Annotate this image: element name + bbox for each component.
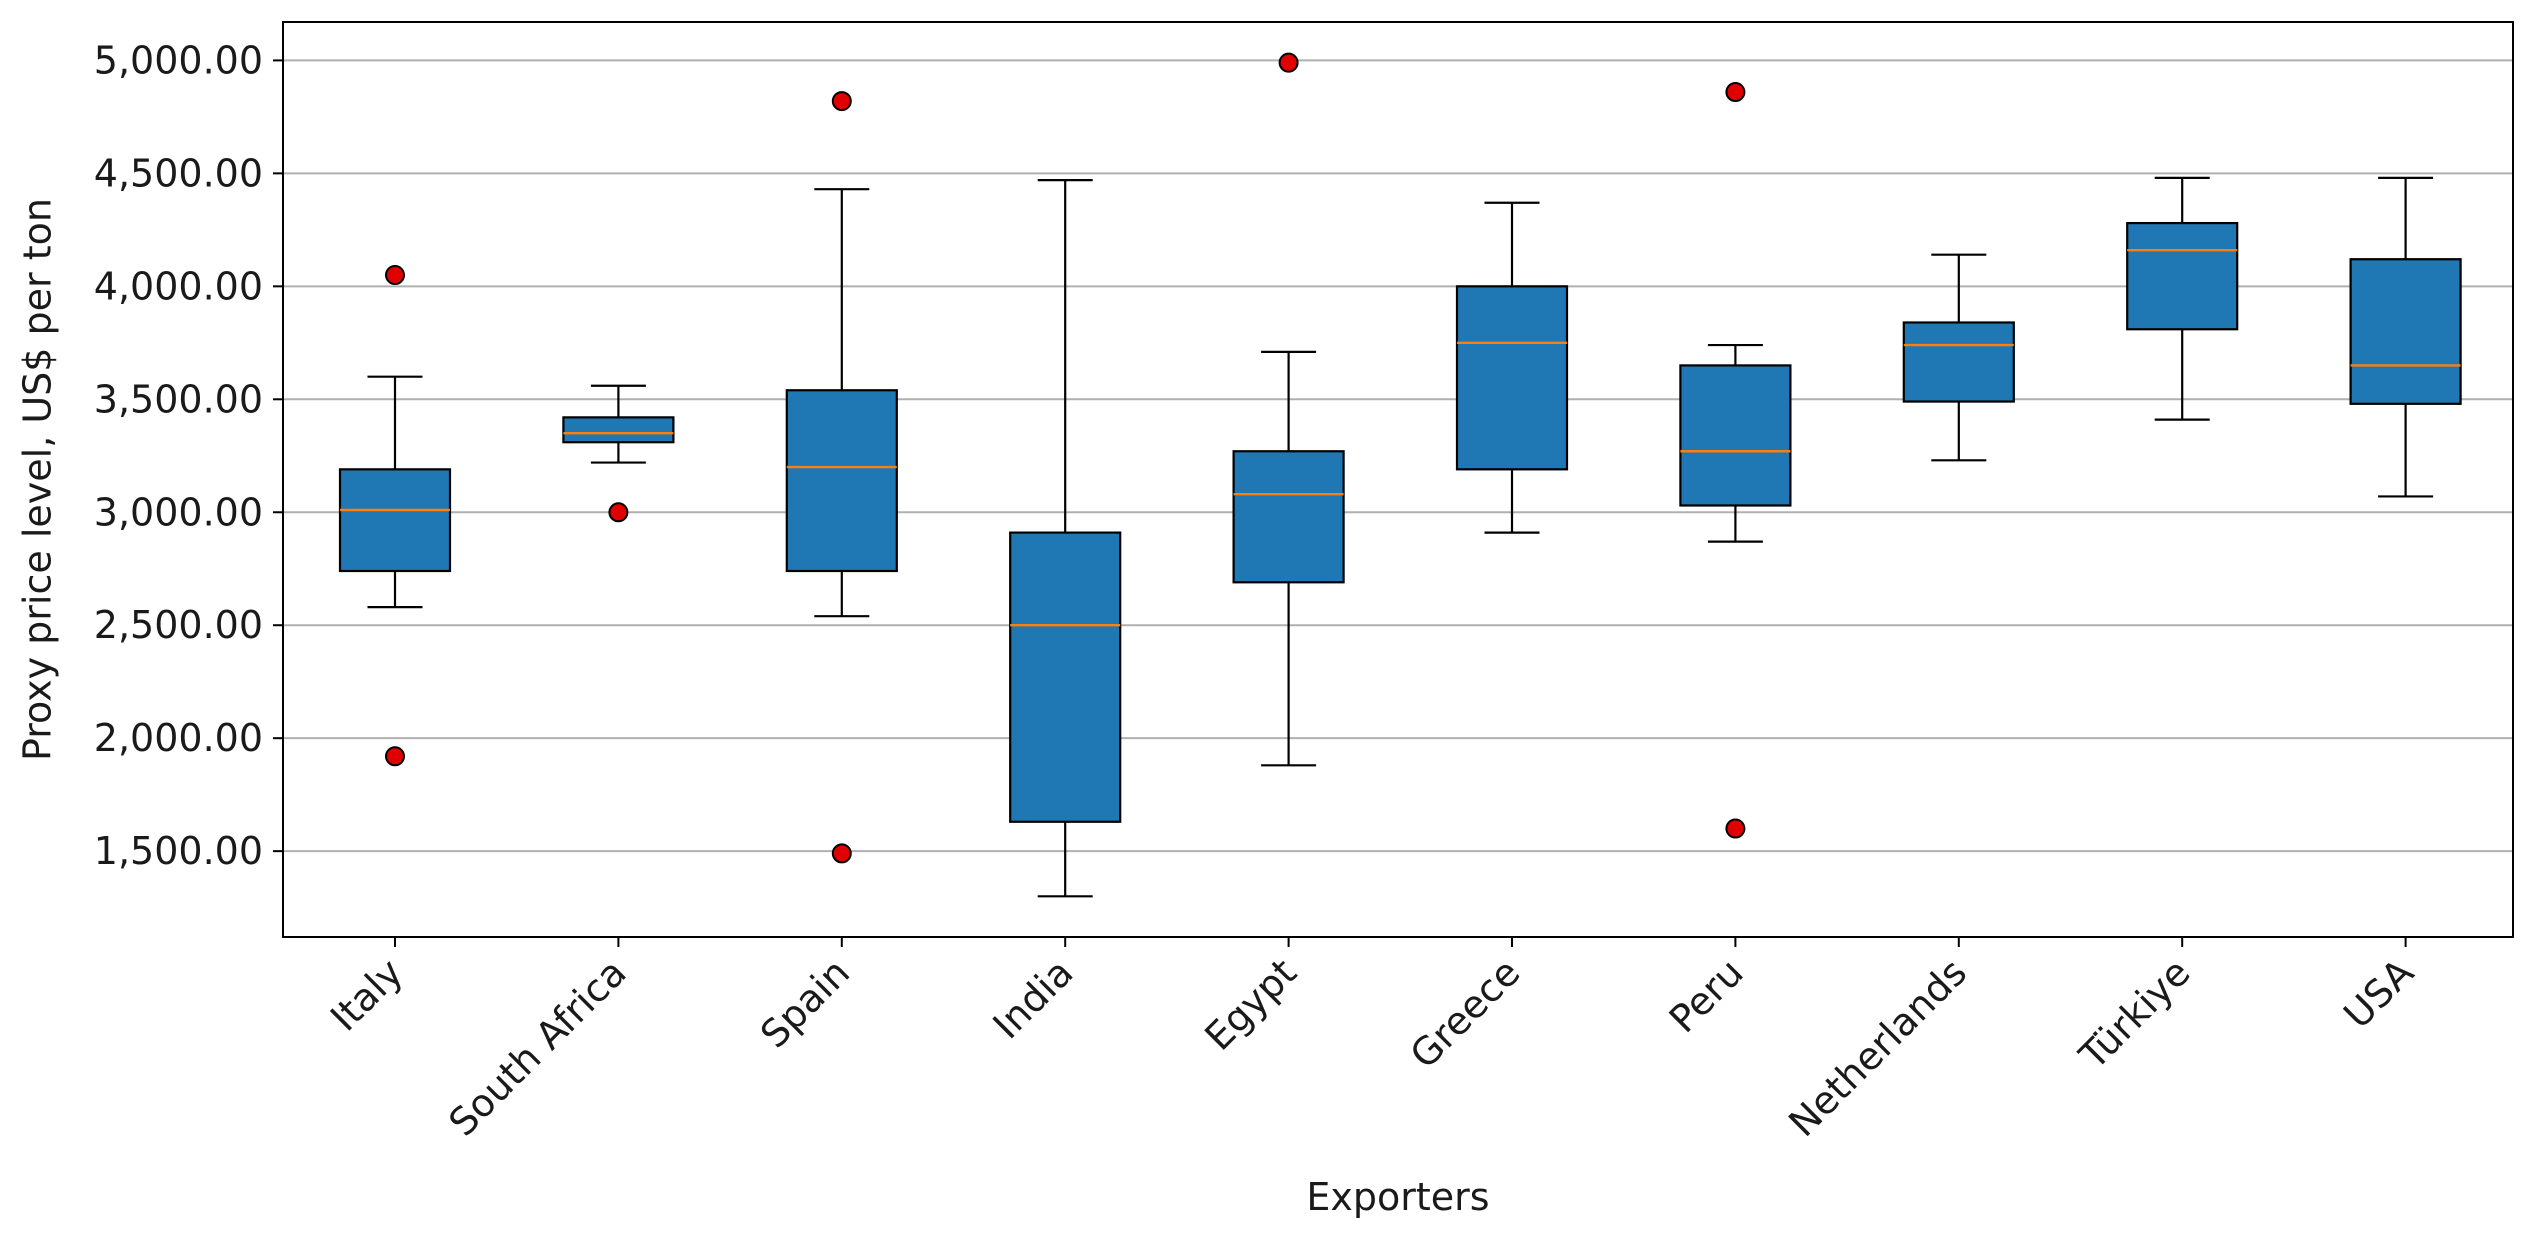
y-tick-label: 5,000.00: [94, 38, 263, 82]
y-axis-label: Proxy price level, US$ per ton: [16, 198, 60, 761]
box-body: [562, 416, 675, 444]
box-body: [338, 468, 452, 573]
outlier-point: [831, 843, 852, 864]
y-tick-label: 4,500.00: [94, 151, 263, 195]
x-tick-label: Peru: [1661, 950, 1752, 1041]
x-tick-label: India: [985, 950, 1082, 1047]
x-tick-label: South Africa: [440, 950, 634, 1144]
outlier-point: [1725, 82, 1746, 103]
x-tick-label: Netherlands: [1780, 950, 1975, 1145]
outlier-point: [608, 502, 629, 523]
box-body: [1902, 321, 2015, 403]
boxes: [338, 52, 2462, 898]
outlier-point: [385, 746, 405, 767]
box-usa: [2349, 176, 2462, 498]
box-greece: [1455, 201, 1569, 534]
plot-area-frame: [282, 21, 2514, 938]
x-axis-ticks: Italy South Africa Spain India Egypt Greece Pe…: [322, 937, 2422, 1145]
box-body: [1009, 531, 1122, 823]
box-body: [1455, 285, 1569, 471]
y-tick-label: 1,500.00: [94, 829, 263, 873]
y-tick-label: 2,000.00: [94, 716, 263, 760]
box-peru: [1679, 82, 1792, 839]
outlier-point: [831, 91, 852, 112]
x-tick-label: USA: [2335, 950, 2422, 1037]
box-body: [2349, 258, 2462, 405]
box-body: [2126, 221, 2239, 331]
x-tick-label: Spain: [752, 950, 858, 1056]
box-egypt: [1232, 52, 1345, 767]
box-italy: [338, 265, 452, 767]
box-t-rkiye: [2126, 176, 2239, 421]
y-tick-label: 4,000.00: [94, 264, 263, 308]
y-tick-label: 3,500.00: [94, 377, 263, 421]
x-tick-label: Türkiye: [2070, 950, 2198, 1078]
y-tick-label: 2,500.00: [94, 603, 263, 647]
gridlines: [283, 59, 2513, 853]
box-body: [1232, 450, 1345, 584]
y-axis-ticks: 1,500.00 2,000.00 2,500.00 3,000.00 3,500.00…: [94, 38, 283, 873]
x-tick-label: Egypt: [1196, 950, 1305, 1059]
box-south-africa: [562, 384, 675, 523]
x-tick-label: Greece: [1402, 950, 1529, 1077]
x-axis-label: Exporters: [1306, 1175, 1489, 1219]
outlier-point: [1725, 818, 1746, 839]
outlier-point: [385, 265, 405, 286]
box-body: [785, 389, 898, 573]
outlier-point: [1278, 52, 1299, 73]
y-tick-label: 3,000.00: [94, 490, 263, 534]
box-india: [1009, 179, 1122, 898]
x-tick-label: Italy: [322, 950, 411, 1039]
box-body: [1679, 364, 1792, 507]
box-netherlands: [1902, 253, 2015, 462]
box-spain: [785, 91, 898, 864]
